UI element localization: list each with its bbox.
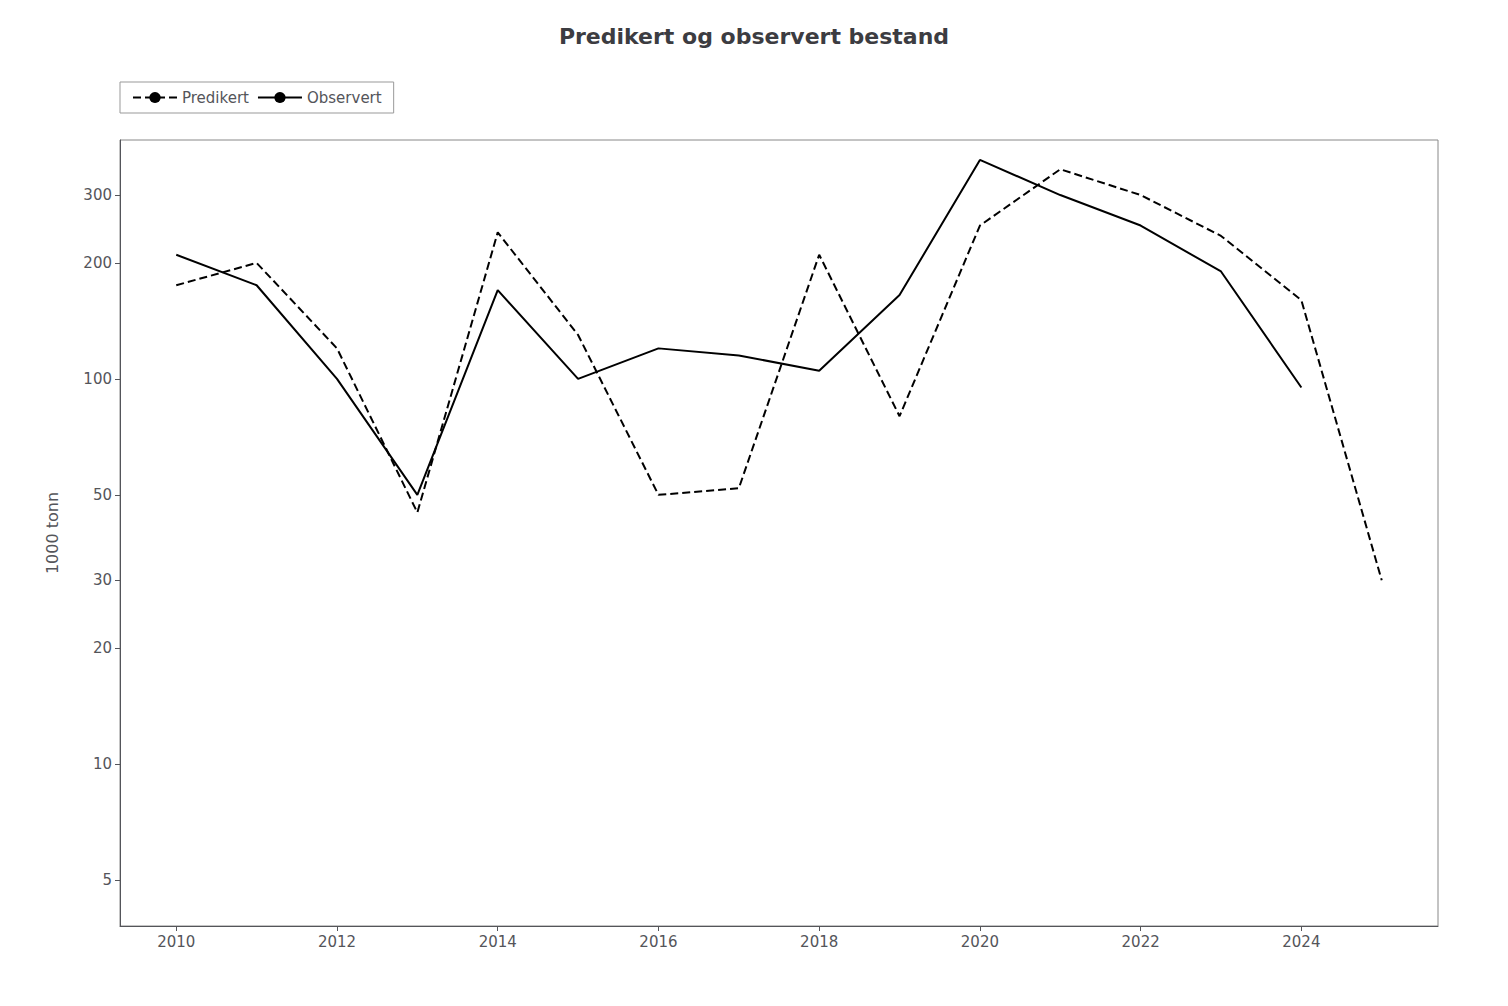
svg-text:2022: 2022 <box>1122 933 1160 951</box>
svg-text:Observert: Observert <box>307 89 382 107</box>
svg-text:2014: 2014 <box>479 933 517 951</box>
svg-text:2010: 2010 <box>157 933 195 951</box>
svg-text:Predikert: Predikert <box>182 89 249 107</box>
svg-text:2012: 2012 <box>318 933 356 951</box>
svg-text:200: 200 <box>83 254 112 272</box>
svg-text:2024: 2024 <box>1282 933 1320 951</box>
svg-text:50: 50 <box>93 486 112 504</box>
svg-text:2020: 2020 <box>961 933 999 951</box>
svg-text:2018: 2018 <box>800 933 838 951</box>
svg-text:1000 tonn: 1000 tonn <box>43 492 62 574</box>
svg-text:Predikert og observert bestand: Predikert og observert bestand <box>559 24 949 49</box>
svg-text:5: 5 <box>102 871 112 889</box>
svg-text:300: 300 <box>83 186 112 204</box>
svg-text:2016: 2016 <box>639 933 677 951</box>
svg-text:20: 20 <box>93 639 112 657</box>
svg-text:100: 100 <box>83 370 112 388</box>
svg-text:10: 10 <box>93 755 112 773</box>
svg-text:30: 30 <box>93 571 112 589</box>
